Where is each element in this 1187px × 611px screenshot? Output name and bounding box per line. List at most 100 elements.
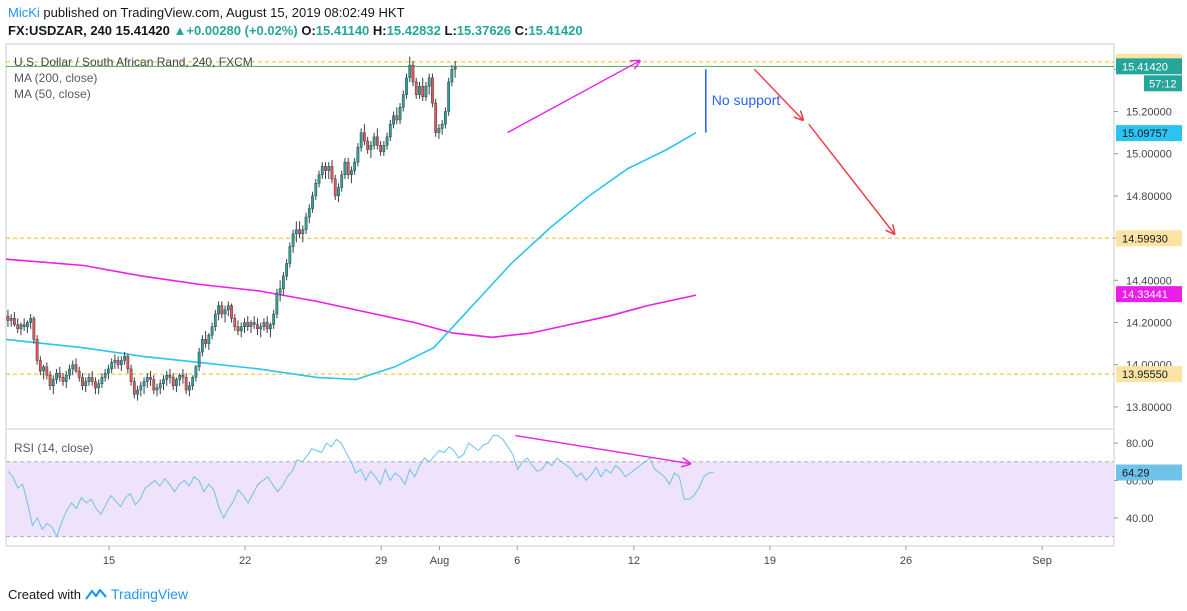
candle-body [155,387,159,391]
candle-body [42,366,45,372]
low-value: 15.37626 [456,23,512,38]
candle-body [447,81,451,112]
candle-body [149,377,152,380]
candle-body [382,145,386,152]
candle-body [285,263,289,277]
candle-body [13,318,16,325]
candle-body [314,183,318,197]
candle-body [19,324,23,330]
candle-body [68,368,71,376]
candle-body [444,111,447,125]
candles-series[interactable] [6,56,457,401]
candle-body [431,77,434,104]
down-arrow-1[interactable] [753,68,803,120]
candle-body [94,381,97,389]
ma200-line[interactable] [6,258,697,339]
candle-body [113,360,117,363]
price-tick-label: 15.00000 [1126,149,1172,161]
candle-body [74,364,78,372]
footer: Created with TradingView [8,586,188,602]
time-tick-label: 15 [103,555,115,567]
time-tick-label: Aug [430,555,450,567]
candle-body [230,305,233,319]
high-value: 15.42832 [386,23,441,38]
legend-ma200: MA (200, close) [14,71,97,85]
tradingview-brand-link[interactable]: TradingView [110,586,189,602]
candle-body [184,377,188,391]
change-value: +0.00280 (+0.02%) [186,23,298,38]
candle-body [450,69,454,83]
price-tick-label: 14.40000 [1126,275,1172,287]
candle-body [437,128,441,133]
candle-body [129,368,133,382]
rsi-divergence-arrow[interactable] [515,434,690,464]
candle-body [298,229,301,235]
time-tick-label: 29 [375,555,387,567]
candle-body [58,372,62,378]
candle-body [307,208,311,218]
ma50-line[interactable] [6,131,697,381]
candle-body [97,383,101,389]
candle-body [188,385,191,391]
legend-ma50: MA (50, close) [14,87,91,101]
candle-body [281,275,285,289]
low-label: L: [444,23,457,38]
level-tag-text: 13.95550 [1122,369,1168,381]
candle-body [353,161,357,171]
candle-body [256,324,259,330]
candle-body [453,66,457,70]
time-axis[interactable]: 15 22 29 Aug 6 12 19 26 Sep [103,546,1052,567]
level-tag-text: 14.59930 [1122,233,1168,245]
candle-body [191,377,195,387]
candle-body [158,383,162,389]
close-label: C: [514,23,529,38]
open-value: 15.41140 [315,23,370,38]
candle-body [162,379,165,384]
candle-body [55,372,58,380]
candle-body [171,377,175,387]
candle-body [405,77,408,95]
ma200-tag [1116,286,1182,303]
candle-body [226,305,230,311]
countdown-tag [1144,75,1182,92]
candle-body [194,366,198,378]
candle-body [87,377,91,382]
candle-body [136,389,139,395]
candle-body [181,375,185,378]
last-price-tag [1116,58,1182,75]
candle-body [288,246,292,264]
candle-body [272,313,276,325]
candle-body [427,77,431,87]
ma50-tag-text: 15.09757 [1122,128,1168,140]
level-tag [1116,366,1182,383]
candle-body [123,356,126,361]
rsi-line[interactable] [7,435,714,538]
candle-body [418,85,421,95]
candle-body [346,161,350,176]
candle-body [207,334,211,344]
candle-body [197,351,201,368]
no-support-label: No support [712,92,781,108]
price-tick-label: 13.80000 [1126,402,1172,414]
author-link[interactable]: MicKi [8,5,40,20]
candle-body [392,115,395,125]
time-tick-label: 12 [628,555,640,567]
candle-body [152,379,156,391]
candle-body [38,360,42,372]
candle-body [29,318,33,323]
candle-body [217,305,220,315]
candle-body [294,229,298,235]
candle-body [434,102,438,133]
candle-body [304,216,308,230]
candle-body [278,288,282,294]
candle-body [168,375,172,378]
trend-arrow[interactable] [507,61,640,134]
candle-body [239,326,243,332]
candle-body [337,187,340,197]
price-tick-label: 14.20000 [1126,318,1172,330]
candle-body [421,85,425,97]
candle-body [142,381,146,387]
down-arrow-2[interactable] [808,123,895,234]
